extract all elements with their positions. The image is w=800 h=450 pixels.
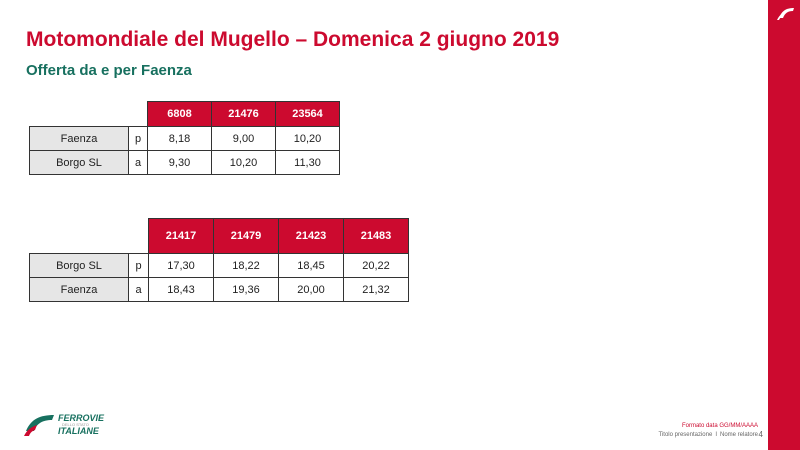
footer-presentation-title: Titolo presentazione xyxy=(658,432,713,438)
time-cell: 18,45 xyxy=(278,253,344,278)
ferrovie-wordmark: FERROVIE DELLO STATO ITALIANE xyxy=(58,414,104,436)
table-row: Faenza a 18,43 19,36 20,00 21,32 xyxy=(29,277,409,302)
train-number: 21479 xyxy=(213,218,279,254)
time-cell: 18,22 xyxy=(213,253,279,278)
time-cell: 20,00 xyxy=(278,277,344,302)
stop-type: a xyxy=(128,150,148,175)
time-cell: 17,30 xyxy=(148,253,214,278)
stop-type: p xyxy=(128,253,149,278)
time-cell: 10,20 xyxy=(211,150,276,175)
footer-date-format: Formato data GG/MM/AAAA xyxy=(681,423,758,429)
time-cell: 19,36 xyxy=(213,277,279,302)
fs-logo-icon xyxy=(777,8,794,20)
time-cell: 18,43 xyxy=(148,277,214,302)
time-cell: 9,30 xyxy=(147,150,212,175)
station-name: Borgo SL xyxy=(29,150,129,175)
time-cell: 21,32 xyxy=(343,277,409,302)
table-row: Faenza p 8,18 9,00 10,20 xyxy=(29,126,340,151)
time-cell: 9,00 xyxy=(211,126,276,151)
page-title: Motomondiale del Mugello – Domenica 2 gi… xyxy=(26,28,560,51)
station-name: Faenza xyxy=(29,277,129,302)
timetable-return: 21417 21479 21423 21483 Borgo SL p 17,30… xyxy=(29,218,409,302)
page-subtitle: Offerta da e per Faenza xyxy=(26,62,192,79)
stop-type: a xyxy=(128,277,149,302)
logo-small-text: DELLO STATO xyxy=(62,422,89,427)
page-number: 4 xyxy=(758,430,763,439)
ferrovie-logo-icon xyxy=(24,415,54,436)
time-cell: 8,18 xyxy=(147,126,212,151)
table-row: Borgo SL p 17,30 18,22 18,45 20,22 xyxy=(29,253,409,278)
train-number: 21423 xyxy=(278,218,344,254)
train-number: 21417 xyxy=(148,218,214,254)
station-name: Faenza xyxy=(29,126,129,151)
train-number: 6808 xyxy=(147,101,212,127)
time-cell: 20,22 xyxy=(343,253,409,278)
footer-speaker: Nome relatore xyxy=(719,432,758,438)
table-header-row: 6808 21476 23564 xyxy=(30,101,340,127)
table-header-row: 21417 21479 21423 21483 xyxy=(30,218,409,254)
brand-sidebar xyxy=(768,0,800,450)
footer-meta: Titolo presentazione I Nome relatore xyxy=(659,432,759,438)
logo-main-text: FERROVIE xyxy=(58,413,105,423)
table-row: Borgo SL a 9,30 10,20 11,30 xyxy=(29,150,340,175)
train-number: 21483 xyxy=(343,218,409,254)
time-cell: 10,20 xyxy=(275,126,340,151)
stop-type: p xyxy=(128,126,148,151)
train-number: 23564 xyxy=(275,101,340,127)
logo-sub-text: ITALIANE xyxy=(58,426,99,436)
footer-separator: I xyxy=(715,432,717,438)
timetable-outbound: 6808 21476 23564 Faenza p 8,18 9,00 10,2… xyxy=(29,101,340,175)
station-name: Borgo SL xyxy=(29,253,129,278)
train-number: 21476 xyxy=(211,101,276,127)
time-cell: 11,30 xyxy=(275,150,340,175)
